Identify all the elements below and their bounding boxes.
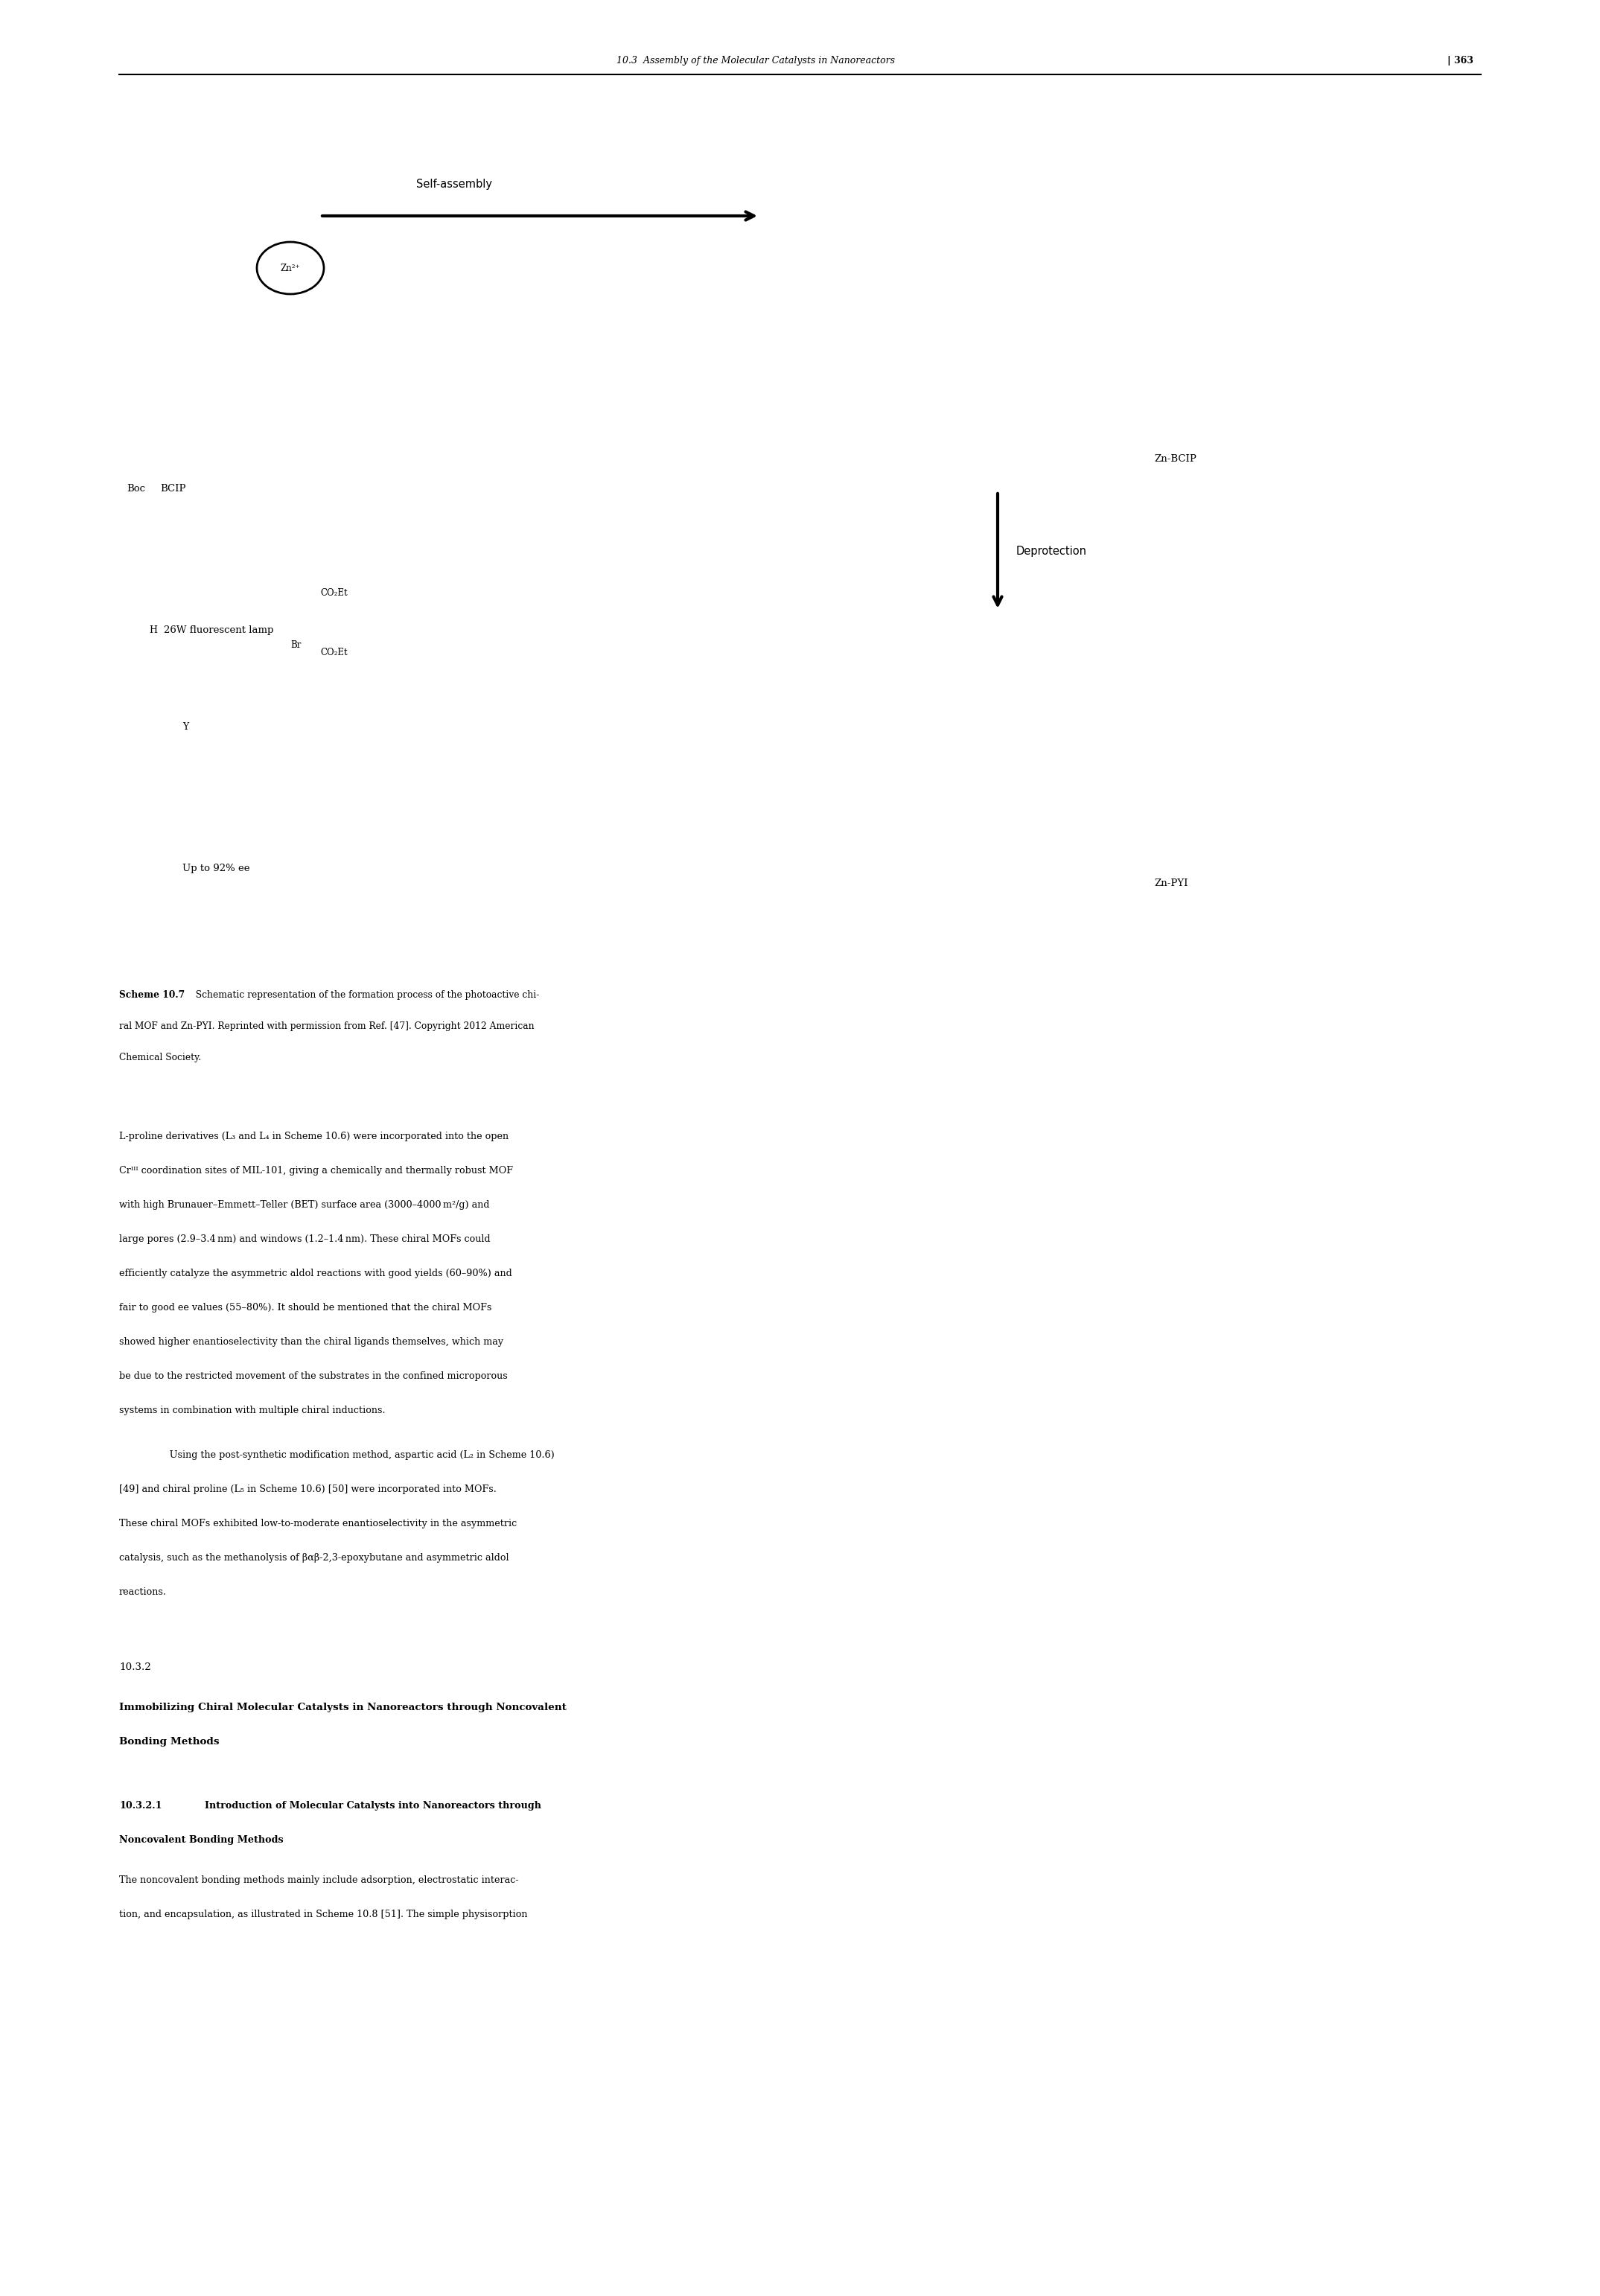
- Text: Zn²⁺: Zn²⁺: [280, 264, 301, 273]
- Text: These chiral MOFs exhibited low-to-moderate enantioselectivity in the asymmetric: These chiral MOFs exhibited low-to-moder…: [118, 1518, 517, 1529]
- Text: be due to the restricted movement of the substrates in the confined microporous: be due to the restricted movement of the…: [118, 1371, 507, 1380]
- Text: | 363: | 363: [1448, 55, 1474, 67]
- Text: Zn-BCIP: Zn-BCIP: [1154, 455, 1197, 464]
- Text: 10.3  Assembly of the Molecular Catalysts in Nanoreactors: 10.3 Assembly of the Molecular Catalysts…: [616, 55, 894, 67]
- Text: Chemical Society.: Chemical Society.: [118, 1052, 202, 1063]
- Text: catalysis, such as the methanolysis of βαβ-2,3-epoxybutane and asymmetric aldol: catalysis, such as the methanolysis of β…: [118, 1552, 509, 1564]
- Text: Zn-PYI: Zn-PYI: [1154, 879, 1187, 889]
- Text: CO₂Et: CO₂Et: [320, 588, 347, 597]
- Text: showed higher enantioselectivity than the chiral ligands themselves, which may: showed higher enantioselectivity than th…: [118, 1336, 504, 1348]
- Text: tion, and encapsulation, as illustrated in Scheme 10.8 [51]. The simple physisor: tion, and encapsulation, as illustrated …: [118, 1910, 528, 1919]
- Text: [49] and chiral proline (L₅ in Scheme 10.6) [50] were incorporated into MOFs.: [49] and chiral proline (L₅ in Scheme 10…: [118, 1486, 496, 1495]
- Text: Self-assembly: Self-assembly: [416, 179, 493, 191]
- Text: Y: Y: [182, 723, 189, 732]
- Text: 26W fluorescent lamp: 26W fluorescent lamp: [163, 625, 274, 636]
- Text: Deprotection: Deprotection: [1016, 546, 1086, 556]
- Text: Using the post-synthetic modification method, aspartic acid (L₂ in Scheme 10.6): Using the post-synthetic modification me…: [160, 1451, 555, 1460]
- Text: 10.3.2.1: 10.3.2.1: [118, 1800, 162, 1812]
- Text: Schematic representation of the formation process of the photoactive chi-: Schematic representation of the formatio…: [190, 990, 539, 999]
- Text: CO₂Et: CO₂Et: [320, 647, 347, 657]
- Text: fair to good ee values (55–80%). It should be mentioned that the chiral MOFs: fair to good ee values (55–80%). It shou…: [118, 1302, 491, 1313]
- Text: Bonding Methods: Bonding Methods: [118, 1736, 219, 1747]
- Text: Br: Br: [290, 641, 301, 650]
- Text: L-proline derivatives (L₃ and L₄ in Scheme 10.6) were incorporated into the open: L-proline derivatives (L₃ and L₄ in Sche…: [118, 1132, 509, 1141]
- Text: Immobilizing Chiral Molecular Catalysts in Nanoreactors through Noncovalent: Immobilizing Chiral Molecular Catalysts …: [118, 1704, 566, 1713]
- Text: Scheme 10.7: Scheme 10.7: [118, 990, 186, 999]
- Text: reactions.: reactions.: [118, 1587, 166, 1598]
- Text: efficiently catalyze the asymmetric aldol reactions with good yields (60–90%) an: efficiently catalyze the asymmetric aldo…: [118, 1270, 512, 1279]
- Text: systems in combination with multiple chiral inductions.: systems in combination with multiple chi…: [118, 1405, 386, 1414]
- Text: H: H: [149, 625, 157, 636]
- Text: with high Brunauer–Emmett–Teller (BET) surface area (3000–4000 m²/g) and: with high Brunauer–Emmett–Teller (BET) s…: [118, 1201, 490, 1210]
- Bar: [118, 90, 1482, 976]
- Text: 10.3.2: 10.3.2: [118, 1662, 150, 1671]
- Text: Noncovalent Bonding Methods: Noncovalent Bonding Methods: [118, 1835, 283, 1846]
- Text: BCIP: BCIP: [160, 484, 186, 494]
- Text: Up to 92% ee: Up to 92% ee: [182, 863, 250, 872]
- Text: Crᴵᴵᴵ coordination sites of MIL-101, giving a chemically and thermally robust MO: Crᴵᴵᴵ coordination sites of MIL-101, giv…: [118, 1166, 514, 1176]
- Text: Boc: Boc: [126, 484, 146, 494]
- Text: Introduction of Molecular Catalysts into Nanoreactors through: Introduction of Molecular Catalysts into…: [205, 1800, 541, 1812]
- Text: large pores (2.9–3.4 nm) and windows (1.2–1.4 nm). These chiral MOFs could: large pores (2.9–3.4 nm) and windows (1.…: [118, 1235, 490, 1244]
- Text: The noncovalent bonding methods mainly include adsorption, electrostatic interac: The noncovalent bonding methods mainly i…: [118, 1876, 518, 1885]
- Text: ral MOF and Zn-PYI. Reprinted with permission from Ref. [47]. Copyright 2012 Ame: ral MOF and Zn-PYI. Reprinted with permi…: [118, 1022, 534, 1031]
